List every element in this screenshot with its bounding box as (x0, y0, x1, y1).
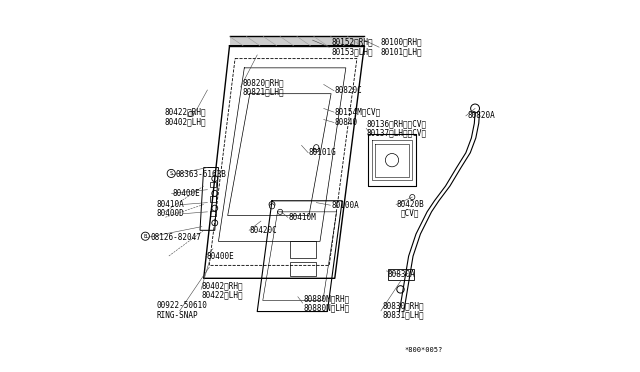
Bar (211, 182, 216, 187)
Text: 80153〈LH〉: 80153〈LH〉 (331, 48, 372, 57)
Text: 80831〈LH〉: 80831〈LH〉 (382, 311, 424, 320)
Text: 80880N〈LH〉: 80880N〈LH〉 (303, 303, 349, 312)
Text: 08126-82047: 08126-82047 (150, 233, 201, 242)
Text: 80402〈LH〉: 80402〈LH〉 (164, 117, 206, 126)
Text: 〈CV〉: 〈CV〉 (401, 208, 419, 217)
Text: 08363-6163B: 08363-6163B (175, 170, 226, 179)
Text: 80830A: 80830A (388, 270, 415, 279)
Text: 80152〈RH〉: 80152〈RH〉 (331, 38, 372, 46)
Text: 80420B: 80420B (397, 200, 424, 209)
Bar (388, 269, 414, 280)
Text: 80820A: 80820A (468, 111, 495, 121)
Text: B: B (143, 234, 147, 239)
Text: 80100〈RH〉: 80100〈RH〉 (381, 38, 422, 46)
Circle shape (278, 209, 283, 214)
Text: 80830〈RH〉: 80830〈RH〉 (382, 301, 424, 311)
Text: 80821〈LH〉: 80821〈LH〉 (243, 87, 284, 96)
Text: 80880M〈RH〉: 80880M〈RH〉 (303, 294, 349, 303)
Text: 80400E: 80400E (172, 189, 200, 198)
Text: RING-SNAP: RING-SNAP (157, 311, 198, 320)
Text: 80154M〈CV〉: 80154M〈CV〉 (334, 108, 380, 117)
Text: 80820C: 80820C (335, 86, 362, 95)
Text: 80410M: 80410M (289, 213, 316, 222)
Text: 80101G: 80101G (309, 148, 337, 157)
Circle shape (188, 112, 193, 116)
Text: 80840: 80840 (334, 118, 357, 127)
Bar (211, 211, 216, 216)
Text: 80422〈RH〉: 80422〈RH〉 (164, 108, 206, 117)
Text: 80402〈RH〉: 80402〈RH〉 (202, 281, 243, 290)
Text: 80410A: 80410A (157, 200, 184, 209)
Text: 00922-50610: 00922-50610 (157, 301, 207, 311)
Circle shape (410, 195, 415, 200)
Text: 80136〈RH〉〈CV〉: 80136〈RH〉〈CV〉 (366, 119, 426, 128)
Text: 80101〈LH〉: 80101〈LH〉 (381, 48, 422, 57)
Text: 80137〈LH〉〈CV〉: 80137〈LH〉〈CV〉 (366, 129, 426, 138)
Text: 80820〈RH〉: 80820〈RH〉 (243, 78, 284, 87)
Text: *800*005?: *800*005? (405, 347, 443, 353)
Text: 80100A: 80100A (331, 201, 359, 210)
Circle shape (269, 204, 275, 209)
Text: 80400E: 80400E (207, 252, 234, 262)
Text: 80422〈LH〉: 80422〈LH〉 (202, 291, 243, 299)
Circle shape (314, 145, 319, 150)
Text: 80420C: 80420C (250, 226, 278, 235)
Bar (211, 196, 216, 202)
Text: 80400D: 80400D (157, 209, 184, 218)
Text: S: S (170, 171, 173, 176)
